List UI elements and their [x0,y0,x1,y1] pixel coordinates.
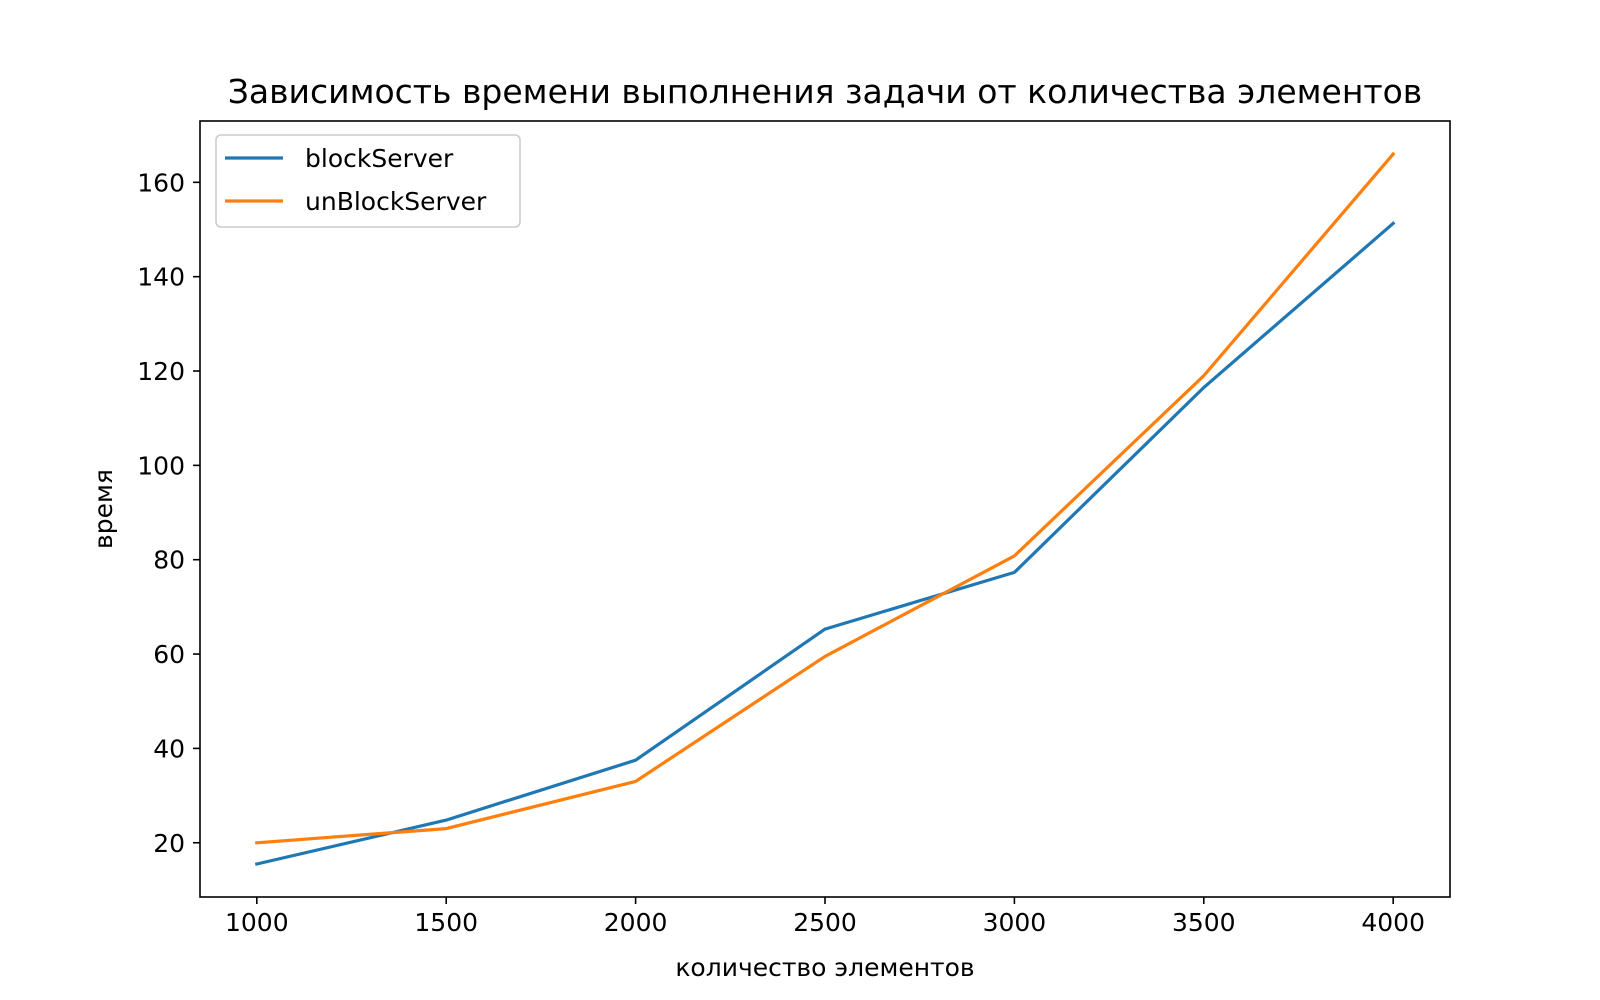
y-tick-label: 120 [137,357,185,386]
legend-label: unBlockServer [305,187,487,216]
plot-area [200,121,1450,897]
x-tick-label: 3500 [1172,908,1236,937]
x-tick-label: 2000 [604,908,668,937]
y-tick-label: 60 [153,640,185,669]
y-tick-label: 40 [153,734,185,763]
legend-box [215,134,521,228]
x-tick-label: 1000 [225,908,289,937]
y-tick-label: 80 [153,546,185,575]
y-tick-label: 100 [137,451,185,480]
y-tick-label: 160 [137,168,185,197]
y-axis-ticks: 20 40 60 80 100 120 140 160 [137,168,200,858]
series-lines [254,151,1396,866]
x-axis-ticks: 1000 1500 2000 2500 3000 3500 4000 [225,897,1425,937]
x-tick-label: 3000 [983,908,1047,937]
x-tick-label: 2500 [793,908,857,937]
x-tick-label: 1500 [414,908,478,937]
legend: blockServer unBlockServer [215,134,521,228]
x-axis-label: количество элементов [675,953,974,982]
x-tick-label: 4000 [1361,908,1425,937]
y-axis-label: время [89,469,118,549]
y-tick-label: 20 [153,829,185,858]
y-tick-label: 140 [137,263,185,292]
plot-frame [199,120,1451,898]
legend-label: blockServer [305,144,454,173]
chart-title: Зависимость времени выполнения задачи от… [228,72,1423,111]
